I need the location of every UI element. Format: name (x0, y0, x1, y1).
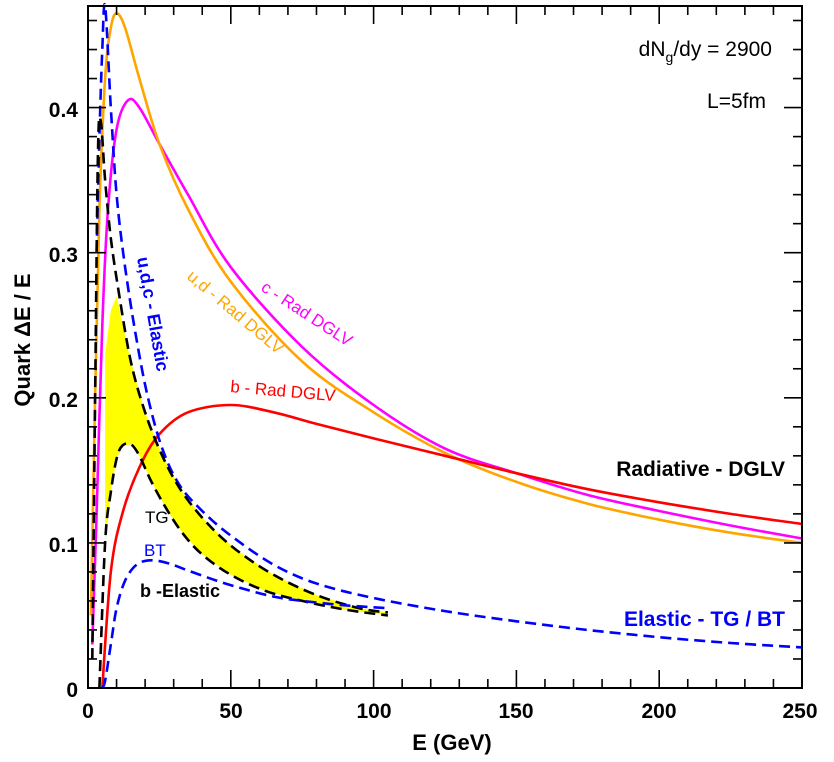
dndy-annotation: dNg/dy = 2900 (639, 38, 772, 65)
x-tick-label-150: 150 (498, 700, 533, 723)
label-radiative-dglv: Radiative - DGLV (616, 458, 785, 481)
x-axis-title: E (GeV) (412, 730, 491, 755)
x-tick-label-100: 100 (356, 700, 391, 723)
ticks-group (87, 6, 803, 689)
y-tick-label-4: 0.4 (49, 99, 79, 122)
series-line-b-rad-dglv (101, 403, 803, 689)
label-elastic-tg-bt: Elastic - TG / BT (624, 608, 785, 631)
label-b-elastic: b -Elastic (140, 581, 220, 601)
series-line-u-d-c-elastic (95, 2, 803, 649)
dndy-rest: /dy = 2900 (673, 38, 772, 61)
series-line-u-d-rad-dglv (89, 11, 803, 616)
x-tick-label-0: 0 (82, 700, 94, 723)
plot-frame (87, 5, 803, 689)
x-tick-label-200: 200 (641, 700, 676, 723)
length-annotation: L=5fm (707, 90, 766, 113)
y-tick-label-1: 0.1 (49, 534, 79, 557)
series-group (89, 2, 803, 689)
dndy-subscript: g (666, 49, 674, 65)
label-b-rad-dglv: b - Rad DGLV (230, 377, 337, 405)
x-tick-label-50: 50 (219, 700, 242, 723)
dndy-main: dN (639, 38, 666, 61)
x-tick-label-250: 250 (782, 700, 817, 723)
y-tick-label-0: 0 (66, 679, 78, 702)
y-axis-title: Quark ΔE / E (10, 273, 35, 406)
series-line-b-elastic (101, 558, 388, 689)
y-tick-label-2: 0.2 (49, 389, 78, 412)
label-bt: BT (144, 541, 166, 560)
label-tg: TG (145, 508, 169, 527)
series-line-bt (98, 441, 389, 689)
series-line-tg (91, 115, 389, 660)
series-line-c-rad-dglv (91, 97, 803, 645)
y-tick-label-3: 0.3 (49, 244, 78, 267)
